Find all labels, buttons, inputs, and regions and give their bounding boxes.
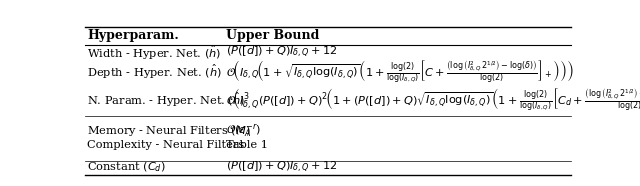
Text: $\mathcal{O}(\epsilon_A^{-r})$: $\mathcal{O}(\epsilon_A^{-r})$ xyxy=(226,123,261,139)
Text: $\mathcal{O}\!\left(I_{\delta,Q}^3(P([d])+Q)^2\!\left(1+(P([d])+Q)\sqrt{I_{\delt: $\mathcal{O}\!\left(I_{\delta,Q}^3(P([d]… xyxy=(226,87,640,113)
Text: Upper Bound: Upper Bound xyxy=(226,29,319,42)
Text: $(P([d]) + Q)I_{\delta,Q} + 12$: $(P([d]) + Q)I_{\delta,Q} + 12$ xyxy=(226,160,338,175)
Text: Complexity - Neural Filters: Complexity - Neural Filters xyxy=(88,140,244,150)
Text: $(P([d]) + Q)I_{\delta,Q} + 12$: $(P([d]) + Q)I_{\delta,Q} + 12$ xyxy=(226,45,338,60)
Text: $\mathcal{O}\!\left(I_{\delta,Q}\!\left(1 + \sqrt{I_{\delta,Q}\log(I_{\delta,Q}): $\mathcal{O}\!\left(I_{\delta,Q}\!\left(… xyxy=(226,58,573,85)
Text: Memory - Neural Filters $(M)$: Memory - Neural Filters $(M)$ xyxy=(88,124,251,138)
Text: Width - Hyper. Net. $(\hat{h})$: Width - Hyper. Net. $(\hat{h})$ xyxy=(88,43,221,62)
Text: Hyperparam.: Hyperparam. xyxy=(88,29,179,42)
Text: N. Param. - Hyper. Net. $(\hat{h})$: N. Param. - Hyper. Net. $(\hat{h})$ xyxy=(88,91,245,109)
Text: Table 1: Table 1 xyxy=(226,140,268,150)
Text: Depth - Hyper. Net. $(\hat{h})$: Depth - Hyper. Net. $(\hat{h})$ xyxy=(88,62,222,81)
Text: Constant $(C_d)$: Constant $(C_d)$ xyxy=(88,161,166,174)
